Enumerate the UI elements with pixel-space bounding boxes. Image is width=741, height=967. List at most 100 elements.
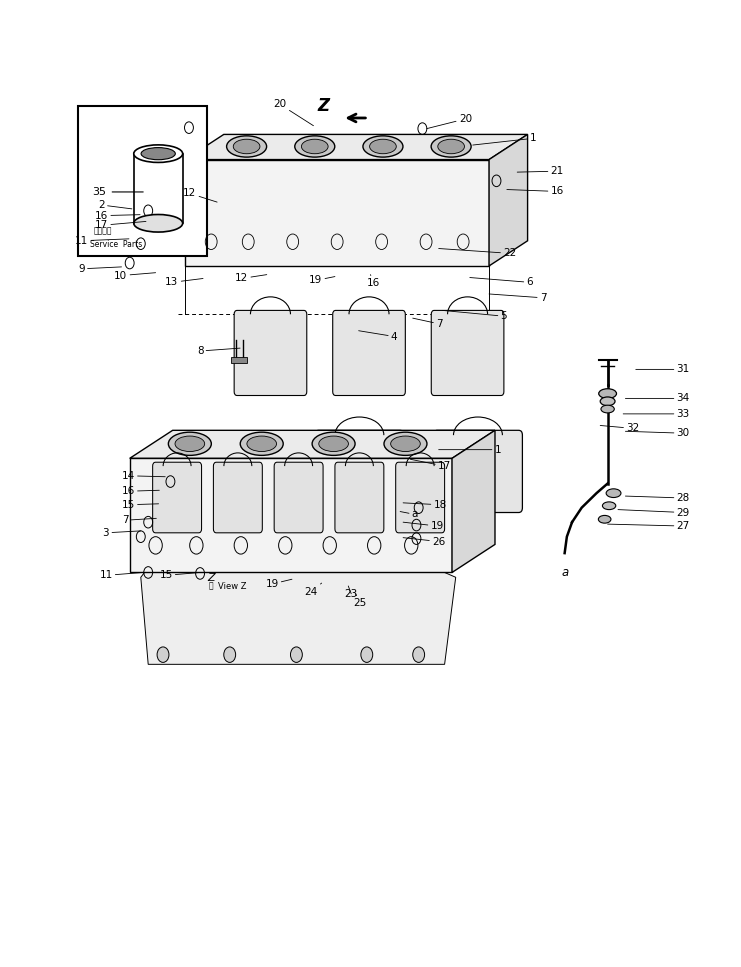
Text: 19: 19: [265, 579, 292, 589]
Text: 10: 10: [114, 271, 156, 280]
FancyBboxPatch shape: [396, 462, 445, 533]
FancyBboxPatch shape: [315, 430, 404, 513]
Text: 35: 35: [93, 187, 143, 197]
Text: 20: 20: [427, 114, 472, 129]
Text: 13: 13: [165, 278, 203, 287]
FancyBboxPatch shape: [234, 310, 307, 396]
Text: 1: 1: [473, 133, 536, 145]
Text: 5: 5: [442, 310, 507, 321]
Text: 22: 22: [439, 249, 516, 258]
Text: 7: 7: [489, 293, 546, 303]
Ellipse shape: [295, 135, 335, 157]
Text: Z: Z: [207, 573, 215, 583]
FancyBboxPatch shape: [274, 462, 323, 533]
Text: 18: 18: [403, 500, 447, 510]
Circle shape: [224, 647, 236, 662]
Text: Service  Parts: Service Parts: [90, 240, 142, 249]
Ellipse shape: [599, 389, 617, 398]
Text: 6: 6: [470, 278, 533, 287]
Text: 11: 11: [75, 236, 129, 246]
Ellipse shape: [233, 139, 260, 154]
Text: 32: 32: [600, 424, 639, 433]
Text: 28: 28: [625, 493, 690, 503]
Text: a: a: [561, 566, 568, 579]
Text: 12: 12: [183, 189, 217, 202]
Text: 30: 30: [625, 428, 690, 438]
Text: 20: 20: [273, 100, 313, 126]
FancyBboxPatch shape: [153, 462, 202, 533]
Circle shape: [157, 647, 169, 662]
Text: 25: 25: [353, 594, 367, 608]
Polygon shape: [489, 134, 528, 266]
Text: 27: 27: [608, 521, 690, 531]
Polygon shape: [141, 572, 456, 664]
Text: 19: 19: [309, 276, 335, 285]
Text: 24: 24: [305, 583, 322, 597]
Text: 補給部品: 補給部品: [94, 226, 113, 235]
Ellipse shape: [175, 436, 205, 452]
Polygon shape: [130, 430, 495, 458]
Polygon shape: [130, 458, 452, 572]
Text: 34: 34: [625, 394, 690, 403]
FancyBboxPatch shape: [213, 462, 262, 533]
Ellipse shape: [598, 515, 611, 523]
Text: View Z: View Z: [218, 581, 246, 591]
Ellipse shape: [133, 145, 182, 162]
Text: 矢: 矢: [209, 581, 213, 591]
Text: 29: 29: [618, 508, 690, 517]
Ellipse shape: [370, 139, 396, 154]
Ellipse shape: [606, 489, 621, 497]
Circle shape: [290, 647, 302, 662]
Polygon shape: [185, 134, 528, 160]
Text: 3: 3: [103, 528, 141, 538]
Ellipse shape: [247, 436, 276, 452]
Ellipse shape: [141, 148, 176, 160]
Text: 19: 19: [403, 521, 444, 531]
Text: 16: 16: [507, 187, 564, 196]
Ellipse shape: [319, 436, 348, 452]
Ellipse shape: [602, 502, 616, 510]
Text: 14: 14: [122, 471, 165, 481]
Ellipse shape: [431, 135, 471, 157]
Text: 21: 21: [517, 166, 564, 176]
Ellipse shape: [312, 432, 355, 455]
Circle shape: [361, 647, 373, 662]
Ellipse shape: [363, 135, 403, 157]
Text: a: a: [400, 510, 418, 519]
Text: 33: 33: [623, 409, 690, 419]
FancyBboxPatch shape: [335, 462, 384, 533]
Text: 2: 2: [99, 200, 132, 210]
Ellipse shape: [302, 139, 328, 154]
Ellipse shape: [391, 436, 420, 452]
Text: 23: 23: [345, 586, 358, 599]
Text: Z: Z: [317, 98, 329, 115]
Text: 7: 7: [122, 515, 156, 525]
Ellipse shape: [438, 139, 465, 154]
Text: 16: 16: [122, 486, 159, 496]
Text: 4: 4: [359, 331, 397, 341]
Bar: [231, 357, 247, 363]
Ellipse shape: [384, 432, 427, 455]
Text: 12: 12: [235, 274, 267, 283]
Text: 31: 31: [636, 365, 690, 374]
Ellipse shape: [240, 432, 283, 455]
Text: 9: 9: [79, 264, 122, 274]
Text: 17: 17: [411, 459, 451, 471]
Text: 15: 15: [122, 500, 159, 510]
Ellipse shape: [600, 397, 615, 406]
Ellipse shape: [168, 432, 211, 455]
Polygon shape: [185, 160, 489, 266]
Text: 7: 7: [413, 318, 442, 329]
FancyBboxPatch shape: [333, 310, 405, 396]
Text: 16: 16: [367, 275, 380, 288]
FancyBboxPatch shape: [431, 310, 504, 396]
Text: 11: 11: [99, 571, 143, 580]
FancyBboxPatch shape: [433, 430, 522, 513]
Ellipse shape: [601, 405, 614, 413]
Text: 15: 15: [159, 571, 200, 580]
Ellipse shape: [227, 135, 267, 157]
Text: 16: 16: [95, 211, 140, 220]
Polygon shape: [452, 430, 495, 572]
Circle shape: [413, 647, 425, 662]
Text: 1: 1: [439, 445, 501, 454]
